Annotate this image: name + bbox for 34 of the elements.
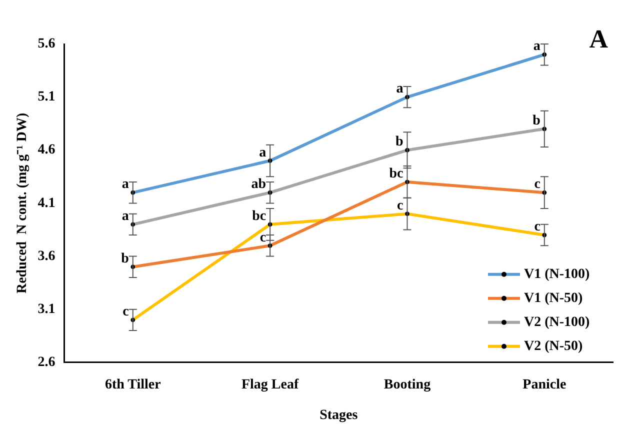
x-tick-label: Panicle: [522, 377, 566, 392]
annotation: bc: [252, 209, 266, 224]
y-tick-label: 2.6: [38, 355, 56, 370]
annotation: a: [533, 39, 540, 54]
annotation: c: [534, 177, 540, 192]
y-tick-label: 4.1: [38, 196, 56, 211]
y-tick-label: 5.6: [38, 36, 56, 52]
y-axis-title: Reduced N cont. (mg g⁻¹ DW): [15, 112, 30, 294]
annotation: b: [121, 251, 130, 266]
annotation: bc: [389, 166, 404, 182]
annotation: A: [589, 24, 608, 54]
y-tick-label: 4.6: [38, 142, 56, 158]
annotation: a: [122, 209, 129, 224]
annotation: c: [122, 304, 129, 320]
annotation: a: [122, 177, 129, 192]
legend-label: V1 (N-100): [524, 267, 590, 282]
x-axis-title: Stages: [320, 408, 358, 424]
annotation: a: [259, 145, 266, 160]
annotation: a: [396, 82, 404, 97]
x-tick-label: 6th Tiller: [104, 377, 161, 392]
y-tick-label: 3.6: [38, 248, 56, 264]
annotation: ab: [251, 177, 266, 192]
annotation: c: [397, 198, 404, 214]
y-tick-label: 5.1: [38, 90, 56, 105]
x-tick-label: Flag Leaf: [241, 377, 299, 392]
annotation: b: [395, 134, 404, 150]
legend-label: V2 (N-50): [524, 339, 584, 354]
y-tick-label: 3.1: [38, 302, 56, 317]
x-tick-label: Booting: [384, 377, 431, 392]
annotation: c: [260, 230, 266, 246]
annotation: c: [534, 220, 540, 235]
annotation: b: [532, 114, 541, 129]
legend-label: V2 (N-100): [524, 315, 590, 330]
legend-label: V1 (N-50): [524, 291, 584, 306]
